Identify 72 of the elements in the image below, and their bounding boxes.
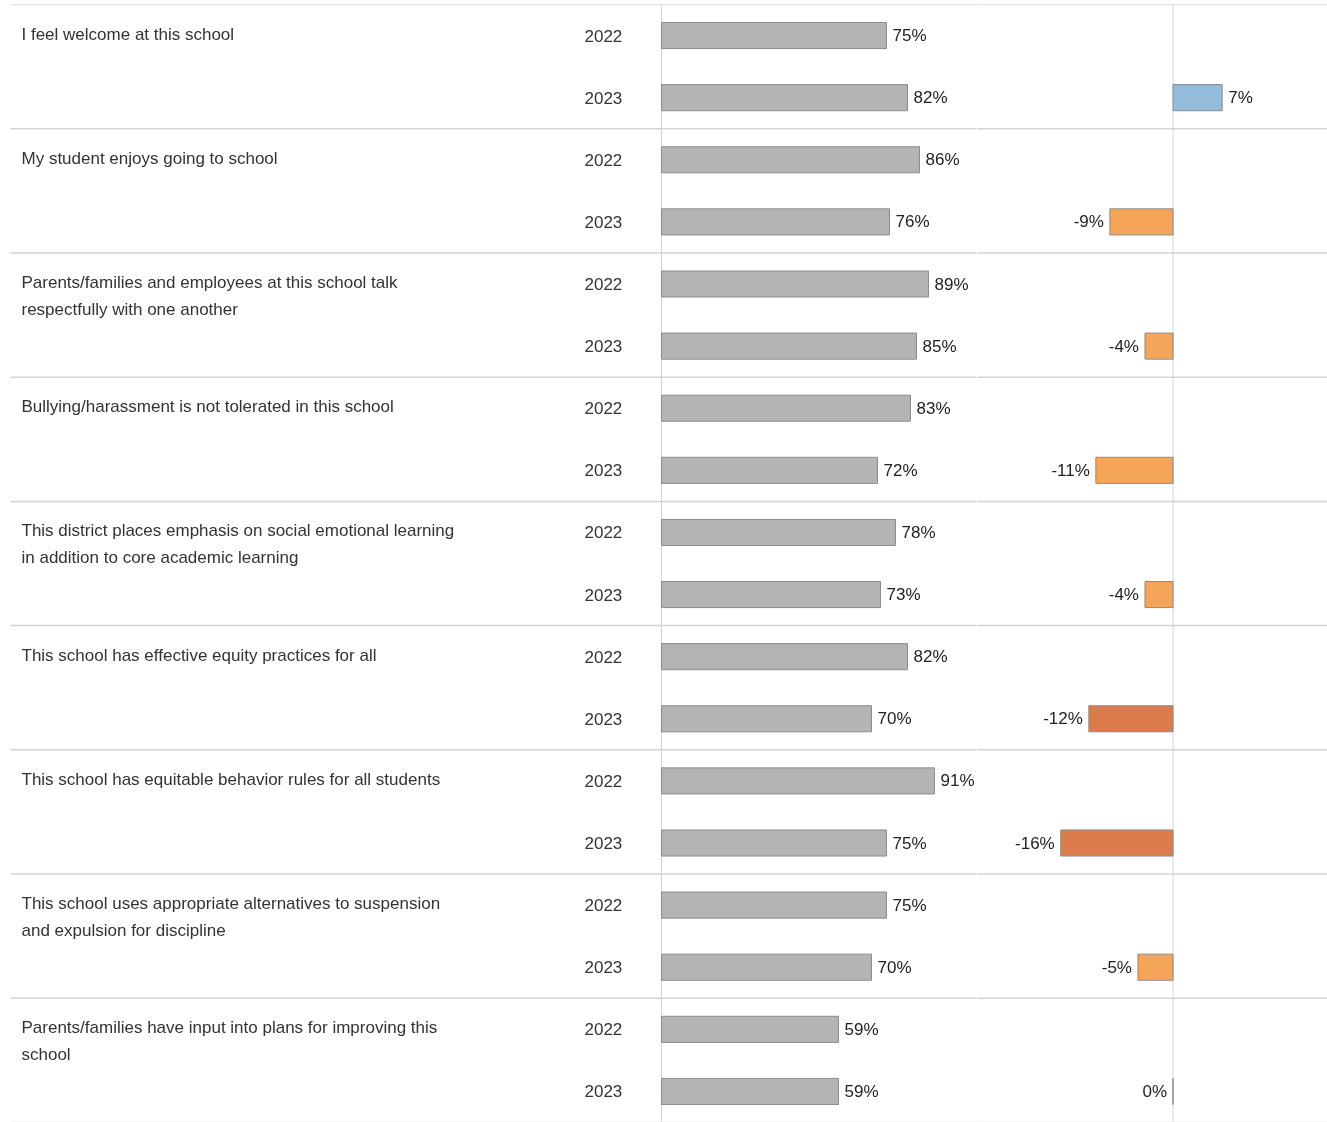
y-tick-label: Parents/families have input into plans for improving this school [21,1018,438,1064]
text: 2023 [584,834,623,853]
text: 2023 [584,709,623,729]
data-label: 85% [922,336,957,356]
bar [661,84,908,112]
bar [661,953,872,981]
y-tick-label: This school has equitable behavior rules for all students [21,769,441,789]
text: 2023 [584,88,623,108]
bar [661,891,887,919]
y-tick-label: Parents/families and employees at this school talk respectfully with one another [21,273,399,319]
y-tick-label: This school uses appropriate alternatives to suspension and expulsion for discipline [21,894,441,940]
text: 2023 [584,337,623,357]
y-tick-label: My student enjoys going to school [21,148,278,168]
data-label: 78% [901,522,936,542]
data-label: 76% [895,212,930,232]
data-label: 83% [916,398,951,418]
data-label: 82% [913,88,948,108]
data-label: 70% [877,957,912,977]
text: 2022 [584,399,623,419]
text: 2022 [584,26,623,46]
text: 2023 [584,1082,623,1102]
text: 2022 [584,896,623,916]
data-label: 7% [1228,88,1253,108]
bar [661,829,887,857]
data-label: 0% [1142,1081,1168,1101]
bar [661,270,929,298]
data-label: 75% [892,895,927,915]
bar [661,518,896,546]
data-label: 73% [886,585,921,605]
text: 2022 [584,647,623,667]
bar [661,146,920,174]
text: 2022 [584,1020,623,1040]
data-label: 72% [883,460,918,480]
data-label: -4% [1108,336,1139,356]
bar [661,332,917,360]
data-label: -11% [1051,460,1090,480]
text: 2023 [584,461,623,481]
text: 2022 [584,523,623,543]
data-label: -5% [1101,957,1132,977]
y-tick-label: Bullying/harassment is not tolerated in this school [21,397,394,417]
text: 2022 [584,275,623,294]
text: 2023 [584,958,623,978]
data-label: 91% [940,771,975,791]
bar [661,208,890,236]
bar [661,22,887,50]
bar [661,456,878,484]
text: 2023 [584,212,623,232]
bar [661,643,908,671]
bar [661,394,911,422]
data-label: -12% [1043,709,1083,729]
bar [661,705,872,733]
text: 2023 [584,585,623,605]
data-label: 86% [925,150,960,170]
bar [661,1015,839,1043]
data-label: 70% [877,709,912,729]
y-tick-label: I feel welcome at this school [21,24,235,44]
data-label: 89% [934,274,969,294]
bar [661,1077,839,1105]
data-label: -4% [1108,585,1139,605]
data-label: -9% [1073,212,1104,232]
y-tick-label: This district places emphasis on social emotional learning in addition to core academic learning [21,521,455,568]
text: 2022 [584,150,623,170]
bar [661,581,881,609]
data-label: 75% [892,26,927,46]
data-label: 59% [844,1081,879,1101]
data-label: 75% [892,833,927,853]
data-label: 59% [844,1019,879,1039]
text: 2022 [584,771,623,791]
data-label: 82% [913,647,948,667]
bar [661,767,935,795]
data-label: -16% [1015,833,1055,853]
y-tick-label: This school has effective equity practices for all [21,645,377,665]
